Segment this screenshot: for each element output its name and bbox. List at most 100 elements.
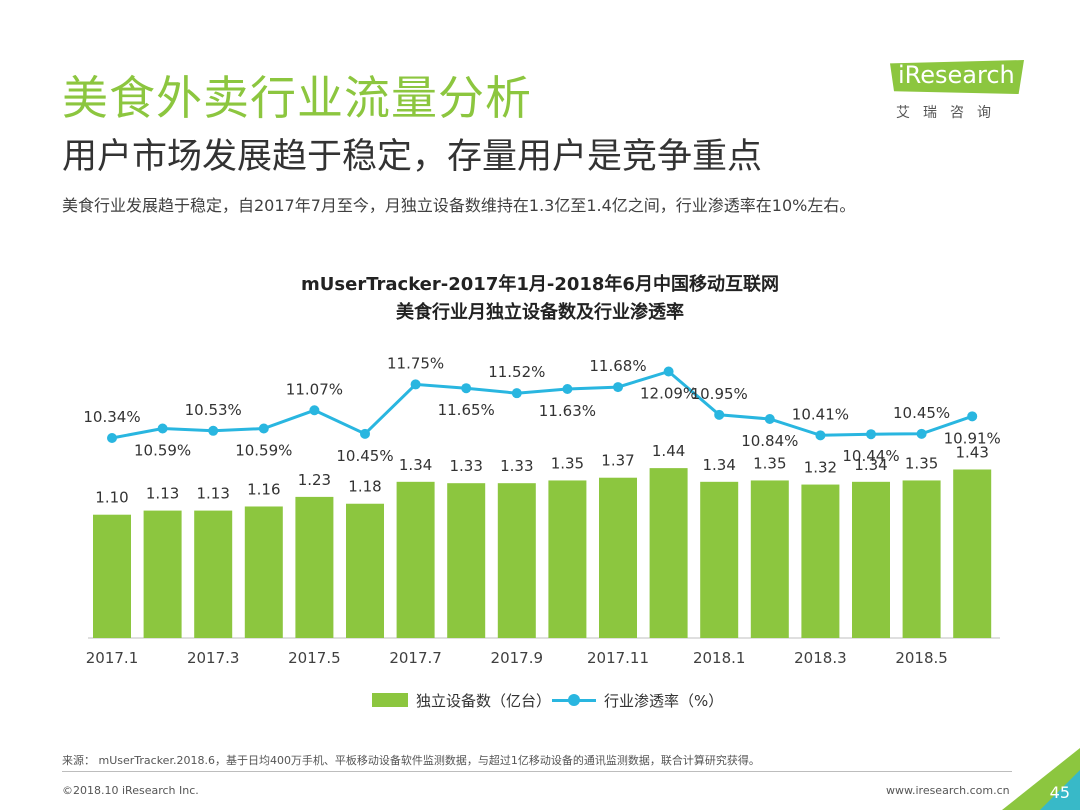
line-point-2018.4 bbox=[866, 429, 876, 440]
bar-value-label: 1.34 bbox=[399, 456, 432, 474]
page-subtitle: 用户市场发展趋于稳定，存量用户是竞争重点 bbox=[62, 137, 763, 177]
x-tick-label: 2017.9 bbox=[491, 649, 544, 667]
bar-value-label: 1.13 bbox=[146, 485, 179, 503]
x-tick-label: 2018.5 bbox=[895, 649, 948, 667]
bar-2017.6 bbox=[346, 503, 384, 638]
line-point-2017.1 bbox=[107, 433, 117, 443]
line-value-label: 10.53% bbox=[185, 401, 242, 419]
bar-value-label: 1.44 bbox=[652, 442, 685, 460]
bar-2017.8 bbox=[447, 483, 486, 638]
bar-value-label: 1.16 bbox=[247, 480, 280, 498]
bar-value-label: 1.23 bbox=[298, 471, 331, 489]
bar-2018.3 bbox=[801, 484, 840, 638]
bar-value-label: 1.37 bbox=[601, 452, 634, 470]
x-tick-label: 2018.1 bbox=[693, 649, 746, 667]
bar-2018.1 bbox=[700, 481, 739, 638]
line-value-label: 11.52% bbox=[488, 363, 545, 381]
bar-2018.4 bbox=[852, 481, 890, 638]
line-value-label: 10.95% bbox=[691, 385, 748, 403]
bar-2017.9 bbox=[497, 483, 536, 638]
source-note: 来源： mUserTracker.2018.6，基于日均400万手机、平板移动设… bbox=[62, 754, 760, 767]
bar-2017.2 bbox=[143, 510, 182, 638]
line-point-2018.5 bbox=[916, 428, 927, 439]
line-value-label: 11.65% bbox=[438, 401, 495, 419]
x-tick-label: 2017.1 bbox=[86, 649, 139, 667]
legend-label-penetration: 行业渗透率（%） bbox=[604, 692, 724, 710]
line-point-2017.12 bbox=[663, 366, 674, 377]
line-point-2017.8 bbox=[461, 383, 472, 394]
bar-value-label: 1.35 bbox=[753, 454, 786, 472]
bar-2017.5 bbox=[295, 496, 334, 638]
line-value-label: 11.75% bbox=[387, 354, 444, 372]
bar-2017.3 bbox=[194, 510, 233, 638]
logo-badge bbox=[890, 60, 1024, 94]
bar-value-label: 1.18 bbox=[348, 478, 381, 496]
bar-value-label: 1.43 bbox=[955, 443, 988, 461]
bar-value-label: 1.35 bbox=[905, 454, 938, 472]
line-point-2017.6 bbox=[360, 428, 370, 439]
bar-2017.4 bbox=[244, 506, 283, 638]
line-point-2018.3 bbox=[815, 430, 826, 441]
line-point-2018.1 bbox=[714, 409, 725, 420]
bar-2017.7 bbox=[396, 481, 435, 638]
bar-value-label: 1.34 bbox=[702, 456, 735, 474]
logo-text: iResearch bbox=[898, 61, 1015, 89]
legend-label-devices: 独立设备数（亿台） bbox=[416, 692, 552, 710]
page-number: 45 bbox=[1049, 783, 1070, 802]
penetration-line bbox=[111, 369, 973, 440]
line-value-label: 10.59% bbox=[235, 442, 292, 460]
footer-divider bbox=[62, 771, 1012, 772]
line-value-label: 10.84% bbox=[741, 432, 798, 450]
line-value-label: 10.45% bbox=[893, 404, 950, 422]
logo-subtext: 艾瑞咨询 bbox=[896, 105, 1004, 121]
line-value-label: 11.07% bbox=[286, 380, 343, 398]
line-value-label: 10.91% bbox=[944, 429, 1001, 447]
website-link[interactable]: www.iresearch.com.cn bbox=[886, 784, 1010, 797]
line-point-2017.5 bbox=[309, 405, 320, 416]
x-tick-label: 2017.7 bbox=[389, 649, 442, 667]
bar-value-label: 1.33 bbox=[449, 457, 482, 475]
bar-2018.6 bbox=[953, 469, 992, 638]
bar-2017.12 bbox=[649, 468, 688, 638]
line-point-2017.4 bbox=[258, 423, 269, 434]
bar-2017.11 bbox=[599, 477, 637, 638]
line-point-2017.2 bbox=[157, 423, 168, 434]
x-tick-label: 2017.3 bbox=[187, 649, 240, 667]
bar-value-label: 1.13 bbox=[196, 485, 229, 503]
line-value-label: 11.68% bbox=[589, 357, 646, 375]
line-point-2017.10 bbox=[562, 383, 573, 394]
line-value-label: 10.44% bbox=[842, 447, 899, 465]
bar-value-label: 1.32 bbox=[804, 459, 837, 477]
line-value-label: 10.41% bbox=[792, 405, 849, 423]
line-point-2017.11 bbox=[613, 382, 623, 393]
bar-2017.10 bbox=[548, 480, 587, 638]
bar-2017.1 bbox=[93, 514, 131, 638]
line-point-2017.9 bbox=[511, 388, 522, 399]
line-point-2017.3 bbox=[208, 425, 219, 436]
x-tick-label: 2017.5 bbox=[288, 649, 341, 667]
copyright: ©2018.10 iResearch Inc. bbox=[62, 784, 199, 797]
line-value-label: 11.63% bbox=[539, 402, 596, 420]
chart-subtitle: 美食行业月独立设备数及行业渗透率 bbox=[396, 302, 684, 323]
line-point-2017.7 bbox=[410, 379, 421, 390]
page-title: 美食外卖行业流量分析 bbox=[62, 71, 532, 125]
bar-value-label: 1.10 bbox=[95, 489, 128, 507]
chart-title: mUserTracker-2017年1月-2018年6月中国移动互联网 bbox=[301, 274, 779, 295]
line-point-2018.2 bbox=[764, 414, 775, 424]
bar-value-label: 1.33 bbox=[500, 457, 533, 475]
bar-2018.2 bbox=[750, 480, 789, 638]
bar-value-label: 1.35 bbox=[551, 454, 584, 472]
bar-2018.5 bbox=[902, 480, 941, 638]
legend-dot-swatch bbox=[568, 694, 580, 706]
bar-value-label: 1.34 bbox=[854, 456, 887, 474]
corner-decoration bbox=[1002, 748, 1080, 810]
iresearch-logo: iResearch 艾瑞咨询 bbox=[890, 56, 1030, 126]
line-value-label: 10.34% bbox=[83, 408, 140, 426]
line-value-label: 10.45% bbox=[336, 447, 393, 465]
x-tick-label: 2017.11 bbox=[587, 649, 649, 667]
line-value-label: 12.09% bbox=[640, 385, 697, 403]
legend-bar-swatch bbox=[372, 693, 408, 707]
line-value-label: 10.59% bbox=[134, 442, 191, 460]
page-description: 美食行业发展趋于稳定，自2017年7月至今，月独立设备数维持在1.3亿至1.4亿… bbox=[62, 196, 856, 215]
